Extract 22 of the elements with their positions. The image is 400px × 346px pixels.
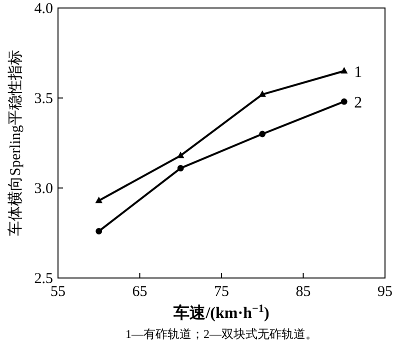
y-tick-label: 3.0 (34, 181, 53, 197)
text: 1—有砟轨道；2—双块式无砟轨道。 (126, 327, 318, 341)
point (259, 130, 266, 138)
point (340, 67, 348, 74)
point (340, 98, 348, 105)
point (177, 152, 184, 158)
point (258, 90, 266, 97)
y-axis-title: 车体横向Sperling平稳性指标 (7, 50, 24, 236)
x-tick-label: 65 (132, 284, 148, 300)
series-label: 1 (354, 64, 362, 81)
point (177, 165, 184, 172)
x-tick-label: 55 (50, 284, 66, 300)
x-axis-title: 车速/(km·h$^{−1}$) (172, 303, 270, 322)
series-label: 2 (354, 94, 362, 112)
x-tick-label: 95 (378, 284, 392, 300)
x-tick-label: 85 (296, 284, 311, 300)
x-tick-label: 75 (214, 284, 229, 300)
y-tick-label: 4.0 (34, 1, 53, 17)
point (96, 228, 102, 234)
point (95, 196, 102, 204)
y-tick-label: 3.5 (34, 91, 53, 107)
y-tick-label: 2.5 (34, 271, 53, 287)
